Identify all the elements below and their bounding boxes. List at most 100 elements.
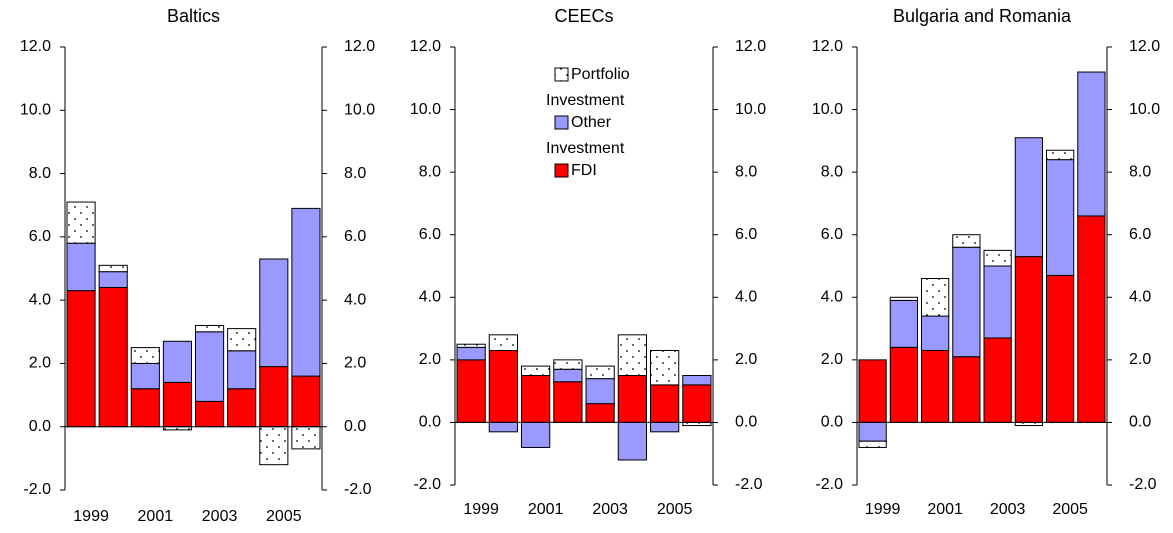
bar-segment — [456, 346, 486, 361]
bar-segment — [858, 421, 887, 442]
y2-tick-label: 6.0 — [344, 228, 366, 245]
bar-segment — [521, 421, 551, 448]
y-tick-label: 6.0 — [821, 226, 843, 243]
bar-segment — [195, 331, 225, 402]
bar-segment — [227, 328, 257, 352]
y-tick-label: 8.0 — [821, 163, 843, 180]
x-tick-label: 1999 — [73, 508, 109, 525]
bar-segment — [889, 299, 918, 348]
bar-segment — [921, 278, 950, 317]
y-tick-label: 10.0 — [20, 102, 51, 119]
bar-segment — [952, 234, 981, 248]
bar-segment — [521, 365, 551, 377]
bar-segment — [650, 349, 680, 386]
x-tick-label: 2001 — [927, 501, 963, 518]
y-tick-label: 12.0 — [410, 38, 441, 55]
y2-tick-label: -2.0 — [1129, 476, 1157, 493]
bar-segment — [1046, 159, 1075, 276]
x-tick-label: 2003 — [990, 501, 1026, 518]
bar-segment — [617, 375, 647, 423]
legend-swatch — [554, 163, 569, 178]
bar-segment — [456, 343, 486, 348]
bar-segment — [585, 378, 615, 405]
bar-segment — [130, 362, 160, 390]
y2-tick-label: 12.0 — [344, 38, 375, 55]
y2-tick-label: 2.0 — [1129, 351, 1151, 368]
y-tick-label: 12.0 — [20, 38, 51, 55]
bar-segment — [66, 201, 96, 244]
bar-segment — [585, 365, 615, 380]
bar-segment — [650, 384, 680, 423]
x-tick-label: 2003 — [592, 501, 628, 518]
bar-segment — [983, 265, 1012, 339]
y2-tick-label: 8.0 — [735, 163, 757, 180]
y-tick-label: 0.0 — [419, 414, 441, 431]
y2-tick-label: 8.0 — [1129, 163, 1151, 180]
bar-segment — [259, 366, 289, 428]
bar-segment — [1077, 71, 1106, 217]
y2-tick-label: 0.0 — [344, 418, 366, 435]
bar-segment — [983, 337, 1012, 423]
bar-segment — [650, 421, 680, 433]
y2-tick-label: 10.0 — [735, 101, 766, 118]
x-tick-label: 2005 — [657, 501, 693, 518]
y-tick-label: -2.0 — [413, 476, 441, 493]
y2-tick-label: 12.0 — [735, 38, 766, 55]
bar-segment — [98, 264, 128, 273]
bar-segment — [259, 258, 289, 368]
y2-tick-label: 2.0 — [344, 355, 366, 372]
bar-segment — [66, 290, 96, 428]
y-tick-label: 10.0 — [812, 101, 843, 118]
bar-segment — [130, 388, 160, 428]
y-tick-label: -2.0 — [815, 476, 843, 493]
bar-segment — [617, 334, 647, 377]
bar-segment — [98, 286, 128, 428]
x-tick-label: 2005 — [1052, 501, 1088, 518]
y-tick-label: 0.0 — [821, 414, 843, 431]
y2-tick-label: -2.0 — [735, 476, 763, 493]
bar-segment — [66, 242, 96, 292]
bar-segment — [1014, 256, 1043, 423]
bar-segment — [98, 271, 128, 288]
bar-segment — [889, 346, 918, 423]
bar-segment — [291, 375, 321, 428]
y2-tick-label: 2.0 — [735, 351, 757, 368]
bar-segment — [858, 359, 887, 423]
bar-segment — [889, 296, 918, 301]
x-tick-label: 2001 — [138, 508, 174, 525]
x-tick-label: 1999 — [463, 501, 499, 518]
bar-segment — [456, 359, 486, 423]
bar-segment — [227, 388, 257, 428]
bar-segment — [858, 440, 887, 448]
legend-swatch — [554, 67, 569, 82]
y-tick-label: 2.0 — [29, 355, 51, 372]
y2-tick-label: 4.0 — [344, 291, 366, 308]
y-tick-label: 4.0 — [29, 291, 51, 308]
y2-tick-label: -2.0 — [344, 481, 372, 498]
y-tick-label: 8.0 — [419, 163, 441, 180]
legend-swatch — [554, 115, 569, 130]
chart-title: Baltics — [167, 6, 220, 26]
bar-segment — [291, 426, 321, 450]
bar-segment — [921, 315, 950, 351]
bar-segment — [1046, 149, 1075, 161]
bar-segment — [921, 349, 950, 423]
chart-title: CEECs — [554, 6, 613, 26]
y-tick-label: 6.0 — [419, 226, 441, 243]
y2-tick-label: 10.0 — [344, 102, 375, 119]
y2-tick-label: 6.0 — [1129, 226, 1151, 243]
bar-segment — [553, 381, 583, 423]
bar-segment — [130, 347, 160, 364]
bar-segment — [521, 375, 551, 423]
y-tick-label: 2.0 — [821, 351, 843, 368]
y2-tick-label: 8.0 — [344, 165, 366, 182]
bar-segment — [952, 356, 981, 423]
bar-segment — [553, 359, 583, 370]
bar-segment — [1046, 274, 1075, 423]
y2-tick-label: 0.0 — [1129, 414, 1151, 431]
y-tick-label: 12.0 — [812, 38, 843, 55]
bar-segment — [682, 384, 712, 423]
y-tick-label: 4.0 — [821, 289, 843, 306]
bar-segment — [291, 207, 321, 377]
